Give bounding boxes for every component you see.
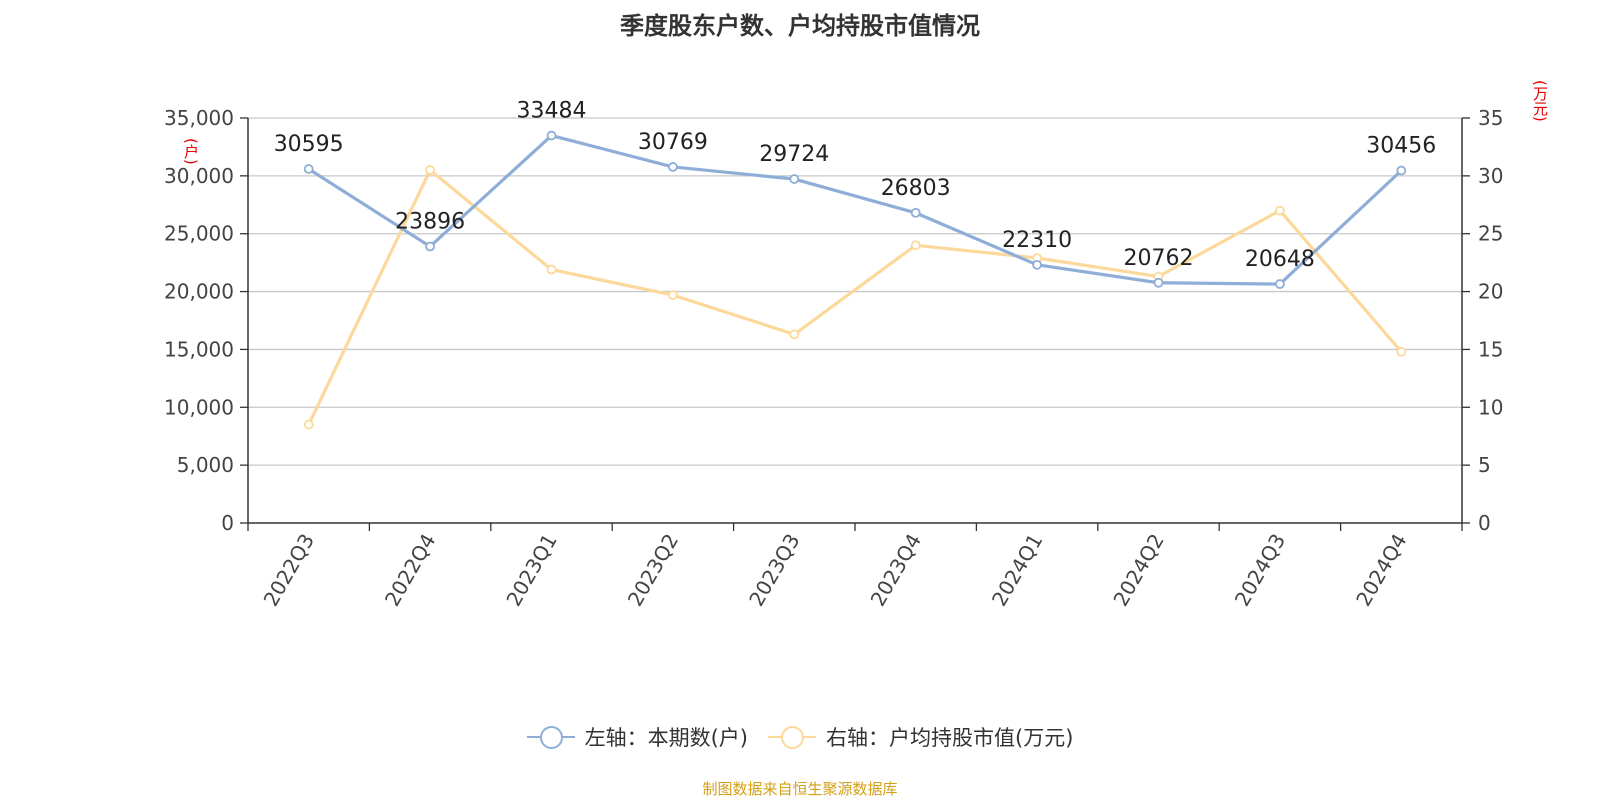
right-tick-label: 15 bbox=[1478, 337, 1503, 361]
legend-item-left[interactable]: 左轴：本期数(户) bbox=[526, 722, 748, 752]
right-tick-label: 35 bbox=[1478, 106, 1503, 130]
x-tick-label: 2022Q3 bbox=[259, 530, 319, 611]
right-tick-label: 20 bbox=[1478, 280, 1503, 304]
right-tick-label: 5 bbox=[1478, 453, 1491, 477]
legend-label-right: 右轴：户均持股市值(万元) bbox=[826, 726, 1074, 750]
series-left-point bbox=[303, 164, 314, 174]
series-left-point bbox=[425, 241, 436, 252]
series-left-point bbox=[546, 130, 557, 141]
right-axis-ticks: 0 5 10 15 20 25 30 35 bbox=[1462, 106, 1503, 535]
right-axis-unit-label: (万元) bbox=[1531, 80, 1549, 122]
series-left-point bbox=[1275, 279, 1285, 289]
x-tick-label: 2023Q2 bbox=[623, 530, 683, 611]
left-tick-label: 25,000 bbox=[164, 222, 234, 246]
x-tick-label: 2023Q4 bbox=[866, 530, 926, 611]
data-label: 30456 bbox=[1366, 134, 1436, 159]
left-tick-label: 15,000 bbox=[164, 337, 234, 361]
chart-title: 季度股东户数、户均持股市值情况 bbox=[620, 12, 980, 40]
left-tick-label: 35,000 bbox=[164, 106, 234, 130]
data-label: 22310 bbox=[1002, 228, 1072, 253]
data-label: 30595 bbox=[274, 132, 344, 157]
data-label: 26803 bbox=[881, 176, 951, 201]
series-left-point bbox=[668, 162, 678, 172]
series-right-point bbox=[668, 290, 678, 300]
data-label: 33484 bbox=[517, 99, 587, 124]
series-right-point bbox=[789, 329, 800, 340]
x-tick-label: 2024Q2 bbox=[1108, 530, 1168, 611]
legend-item-right[interactable]: 右轴：户均持股市值(万元) bbox=[768, 722, 1073, 752]
left-tick-label: 30,000 bbox=[164, 164, 234, 188]
x-axis-ticks: 2022Q3 2022Q4 2023Q1 2023Q2 2023Q3 2023Q4 2024… bbox=[247, 523, 1463, 611]
data-labels: 30595 23896 33484 30769 29724 26803 22310 20762… bbox=[274, 99, 1437, 273]
series-right-point bbox=[1275, 205, 1285, 216]
series-right-line bbox=[307, 168, 1403, 426]
series-left-point bbox=[1396, 165, 1407, 176]
legend-swatch-right bbox=[768, 724, 816, 750]
right-tick-label: 0 bbox=[1478, 511, 1491, 535]
right-tick-label: 10 bbox=[1478, 395, 1503, 419]
data-label: 20648 bbox=[1245, 247, 1315, 272]
series-left-point bbox=[1153, 277, 1164, 288]
left-tick-label: 0 bbox=[221, 511, 234, 535]
x-tick-label: 2023Q3 bbox=[744, 530, 804, 611]
series-left-line bbox=[307, 133, 1403, 286]
series-right-point bbox=[910, 240, 921, 251]
data-label: 20762 bbox=[1124, 246, 1194, 271]
x-tick-label: 2024Q3 bbox=[1230, 530, 1290, 611]
right-tick-label: 30 bbox=[1478, 164, 1503, 188]
left-tick-label: 20,000 bbox=[164, 280, 234, 304]
data-label: 29724 bbox=[759, 142, 829, 167]
x-tick-label: 2023Q1 bbox=[501, 530, 561, 611]
data-label: 23896 bbox=[395, 209, 465, 234]
source-note: 制图数据来自恒生聚源数据库 bbox=[702, 780, 898, 798]
legend-swatch-left bbox=[526, 724, 575, 750]
series-right-point bbox=[425, 165, 436, 175]
x-tick-label: 2024Q4 bbox=[1351, 530, 1411, 611]
right-tick-label: 25 bbox=[1478, 222, 1503, 246]
series-left-point bbox=[910, 207, 921, 218]
legend: 左轴：本期数(户) 右轴：户均持股市值(万元) bbox=[0, 722, 1600, 752]
x-tick-label: 2024Q1 bbox=[987, 530, 1047, 611]
axes bbox=[247, 118, 1463, 524]
series-left bbox=[303, 130, 1407, 289]
series-right-point bbox=[303, 419, 314, 430]
legend-label-left: 左轴：本期数(户) bbox=[584, 726, 748, 750]
series-left-point bbox=[1032, 259, 1042, 270]
grid-lines bbox=[248, 117, 1462, 466]
x-tick-label: 2022Q4 bbox=[380, 530, 440, 611]
left-axis-unit-label: (户) bbox=[182, 138, 200, 165]
left-axis-ticks: 0 5,000 10,000 15,000 20,000 25,000 30,000 35,0… bbox=[164, 106, 248, 535]
left-tick-label: 5,000 bbox=[177, 453, 234, 477]
data-label: 30769 bbox=[638, 130, 708, 155]
series-right bbox=[303, 165, 1407, 430]
series-right-point bbox=[1396, 346, 1407, 357]
series-left-point bbox=[789, 174, 800, 184]
left-tick-label: 10,000 bbox=[164, 395, 234, 419]
series-right-point bbox=[546, 264, 557, 275]
